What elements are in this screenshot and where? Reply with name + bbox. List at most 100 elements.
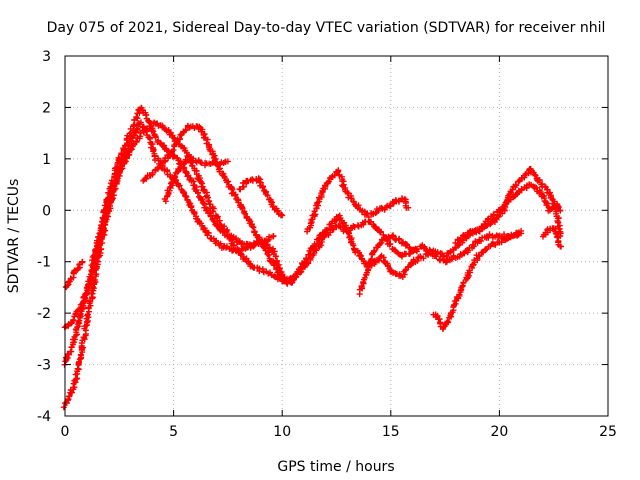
data-point: [533, 184, 540, 191]
y-tick-label: 0: [42, 203, 51, 219]
y-tick-label: -3: [37, 358, 51, 374]
data-point: [113, 176, 120, 183]
data-point: [343, 224, 350, 231]
data-point: [204, 136, 211, 143]
data-point: [557, 243, 564, 250]
data-point: [281, 276, 288, 283]
x-tick-label: 0: [61, 424, 70, 440]
data-point: [118, 150, 125, 157]
y-axis-title: SDTVAR / TECUs: [6, 179, 22, 294]
data-point: [188, 204, 195, 211]
data-point: [240, 183, 247, 190]
series-track-j: [430, 229, 525, 332]
data-point: [384, 262, 391, 269]
data-point: [498, 239, 505, 246]
chart-title: Day 075 of 2021, Sidereal Day-to-day VTE…: [47, 20, 606, 36]
data-point: [443, 253, 450, 260]
data-point: [116, 156, 123, 163]
data-point: [149, 171, 156, 178]
data-point: [229, 236, 236, 243]
y-tick-label: 2: [42, 100, 51, 116]
data-point: [221, 223, 228, 230]
data-point: [224, 158, 231, 165]
data-point: [279, 212, 286, 219]
data-point: [171, 172, 178, 179]
data-point: [79, 258, 86, 265]
data-point: [140, 129, 147, 136]
series-track-f: [161, 156, 277, 250]
data-point: [405, 204, 412, 211]
x-tick-label: 20: [490, 424, 508, 440]
data-point: [250, 224, 257, 231]
data-point: [126, 130, 133, 137]
data-point: [133, 114, 140, 120]
data-point: [168, 179, 175, 186]
x-tick-label: 15: [382, 424, 400, 440]
data-point: [444, 318, 451, 325]
data-point: [121, 159, 128, 166]
data-point: [231, 242, 238, 249]
data-point: [515, 178, 522, 185]
data-point: [372, 225, 379, 231]
data-point: [75, 318, 82, 325]
data-point: [555, 204, 562, 210]
data-point: [203, 206, 210, 213]
data-point: [367, 219, 374, 226]
data-point: [199, 196, 205, 203]
data-point: [387, 202, 394, 209]
data-point: [71, 384, 78, 391]
data-point: [178, 161, 185, 168]
data-point: [386, 241, 393, 248]
series-track-k: [452, 165, 564, 246]
series-track-h: [304, 167, 412, 235]
data-point: [264, 192, 271, 199]
series-track-g: [236, 175, 286, 219]
data-point: [452, 239, 459, 246]
data-point: [183, 193, 190, 200]
data-point: [65, 321, 72, 328]
data-point: [518, 230, 525, 237]
data-point: [349, 240, 356, 247]
data-point: [183, 126, 189, 133]
data-point: [176, 182, 183, 189]
data-point: [404, 241, 411, 248]
data-point: [237, 250, 244, 257]
data-point: [402, 242, 409, 249]
data-point: [531, 171, 538, 178]
data-point: [420, 255, 427, 262]
data-point: [368, 255, 375, 262]
data-point: [123, 155, 130, 162]
data-point: [475, 228, 482, 234]
data-point: [413, 248, 420, 255]
x-tick-label: 10: [273, 424, 291, 440]
y-tick-label: -4: [37, 409, 51, 425]
y-tick-label: 1: [42, 152, 51, 168]
data-point: [495, 213, 502, 220]
data-point: [335, 168, 342, 175]
data-point: [462, 233, 469, 240]
data-point: [251, 228, 258, 235]
data-point: [250, 243, 257, 250]
data-point: [265, 252, 272, 258]
x-axis-title: GPS time / hours: [277, 459, 394, 475]
data-point: [457, 235, 464, 242]
data-point: [113, 164, 120, 171]
data-point: [377, 228, 384, 235]
data-point: [70, 317, 77, 323]
data-point: [210, 208, 217, 215]
data-point: [446, 249, 453, 256]
data-point: [152, 134, 159, 141]
data-point: [414, 257, 421, 264]
data-point: [272, 253, 279, 260]
data-point: [249, 223, 256, 230]
data-point: [465, 272, 472, 279]
data-point: [484, 222, 491, 229]
data-point: [395, 236, 402, 243]
data-point: [133, 138, 140, 145]
data-point: [104, 204, 111, 211]
data-point: [150, 128, 157, 135]
data-point: [204, 232, 211, 239]
data-point: [122, 158, 129, 165]
data-point: [328, 174, 335, 181]
